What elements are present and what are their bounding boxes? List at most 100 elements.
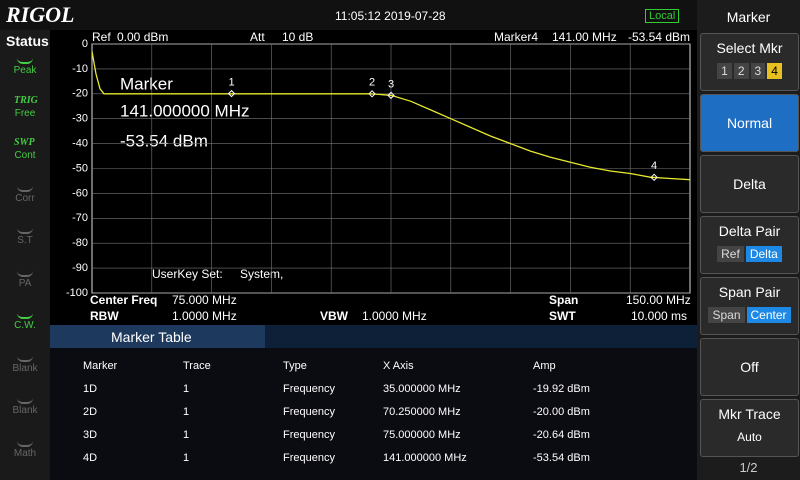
y-tick-label: -100 bbox=[66, 287, 88, 299]
status-item: S.T bbox=[17, 235, 33, 246]
mkr-trace-value: Auto bbox=[737, 430, 762, 444]
delta-pair-button[interactable]: Delta Pair Ref Delta bbox=[700, 216, 799, 274]
menu-title: Marker bbox=[726, 9, 771, 25]
marker-table bbox=[50, 325, 697, 480]
marker-freq: 141.00 MHz bbox=[552, 30, 617, 44]
page-indicator: 1/2 bbox=[739, 460, 758, 475]
delta-button[interactable]: Delta bbox=[700, 155, 799, 213]
marker-point bbox=[650, 173, 658, 182]
span-pair-button[interactable]: Span Pair Span Center bbox=[700, 277, 799, 335]
att-value: 10 dB bbox=[282, 30, 313, 44]
table-cell: 3D bbox=[83, 429, 98, 441]
status-icon bbox=[17, 54, 33, 64]
marker-point bbox=[227, 89, 236, 98]
table-cell: 35.000000 MHz bbox=[383, 383, 461, 395]
table-cell: 70.250000 MHz bbox=[383, 406, 461, 418]
marker-option[interactable]: 1 bbox=[717, 63, 732, 79]
delta-label: Delta bbox=[733, 176, 766, 192]
marker-option[interactable]: 3 bbox=[750, 63, 766, 79]
y-tick-label: -70 bbox=[72, 212, 88, 224]
marker-option[interactable]: 2 bbox=[733, 63, 749, 79]
table-title: Marker Table bbox=[111, 329, 192, 345]
annotation-freq: 141.000000 MHz bbox=[120, 101, 249, 120]
table-column-header: X Axis bbox=[383, 360, 414, 372]
status-panel bbox=[0, 30, 50, 480]
marker-number: 2 bbox=[369, 77, 375, 89]
rbw-label: RBW bbox=[90, 309, 119, 323]
vbw-value: 1.0000 MHz bbox=[362, 309, 427, 323]
local-status: Local bbox=[645, 9, 680, 23]
table-cell: 75.000000 MHz bbox=[383, 429, 461, 441]
pair-option: Center bbox=[746, 307, 791, 323]
ref-label: Ref bbox=[92, 30, 111, 44]
marker-number: 4 bbox=[651, 160, 657, 172]
table-cell: 1D bbox=[83, 383, 98, 395]
select-mkr-label: Select Mkr bbox=[716, 40, 783, 56]
table-cell: 1 bbox=[183, 452, 190, 464]
table-header-bar bbox=[50, 325, 697, 348]
trace bbox=[91, 51, 691, 181]
table-column-header: Type bbox=[283, 360, 307, 372]
swt-value: 10.000 ms bbox=[631, 309, 688, 323]
annotation-amp: -53.54 dBm bbox=[120, 131, 208, 150]
table-cell: Frequency bbox=[283, 429, 335, 441]
center-label: Center Freq bbox=[90, 293, 158, 307]
table-cell: -53.54 dBm bbox=[533, 452, 590, 464]
status-icon bbox=[17, 394, 33, 404]
table-cell: Frequency bbox=[283, 383, 335, 395]
table-cell: Frequency bbox=[283, 406, 335, 418]
att-label: Att bbox=[250, 30, 265, 44]
status-icon bbox=[17, 437, 33, 447]
off-button[interactable]: Off bbox=[700, 338, 799, 396]
status-icon bbox=[17, 224, 33, 234]
table-column-header: Marker bbox=[83, 360, 118, 372]
userkey-value: System, bbox=[240, 267, 283, 281]
status-item: Blank bbox=[12, 362, 38, 374]
status-icon bbox=[17, 309, 33, 319]
table-cell: 1 bbox=[183, 406, 190, 418]
status-item: C.W. bbox=[14, 320, 36, 331]
normal-button[interactable]: Normal bbox=[700, 94, 799, 152]
status-item: Corr bbox=[15, 192, 35, 204]
span-pair-label: Span Pair bbox=[718, 284, 781, 300]
mkr-trace-label: Mkr Trace bbox=[718, 406, 781, 422]
y-tick-label: -80 bbox=[72, 237, 88, 249]
pair-option: Span bbox=[708, 307, 745, 323]
annotation-title: Marker bbox=[120, 74, 173, 93]
table-cell: -19.92 dBm bbox=[533, 383, 590, 395]
marker-label: Marker4 bbox=[494, 30, 538, 44]
status-icon bbox=[17, 182, 33, 192]
table-column-header: Amp bbox=[533, 360, 556, 372]
marker-point bbox=[368, 90, 376, 98]
y-tick-label: -20 bbox=[72, 88, 88, 100]
center-value: 75.000 MHz bbox=[172, 293, 237, 307]
status-item: PA bbox=[18, 277, 32, 289]
status-item: Cont bbox=[14, 150, 36, 161]
brand: RIGOL bbox=[6, 2, 75, 27]
top-bar bbox=[0, 0, 697, 30]
table-cell: -20.64 dBm bbox=[533, 429, 590, 441]
select-mkr-button[interactable]: Select Mkr 1 2 3 4 bbox=[700, 33, 799, 91]
span-label: Span bbox=[549, 293, 579, 307]
y-tick-label: -50 bbox=[72, 162, 88, 174]
datetime: 11:05:12 2019-07-28 bbox=[335, 9, 446, 23]
span-value: 150.00 MHz bbox=[626, 293, 691, 307]
marker-option[interactable]: 4 bbox=[767, 63, 782, 79]
userkey-label: UserKey Set: bbox=[152, 267, 223, 281]
table-cell: 1 bbox=[183, 383, 190, 395]
rbw-value: 1.0000 MHz bbox=[172, 309, 237, 323]
mkr-trace-button[interactable]: Mkr Trace Auto bbox=[700, 399, 799, 457]
y-tick-label: -90 bbox=[72, 262, 88, 274]
status-title-2: SWP bbox=[14, 137, 35, 148]
status-title-1: TRIG bbox=[14, 94, 38, 106]
table-cell: 141.000000 MHz bbox=[383, 452, 467, 464]
status-icon bbox=[17, 267, 33, 277]
swt-label: SWT bbox=[549, 309, 576, 323]
status-title: Status bbox=[6, 33, 49, 49]
marker-number: 3 bbox=[388, 78, 394, 90]
status-icon bbox=[17, 352, 33, 362]
off-label: Off bbox=[740, 359, 759, 375]
ref-value: 0.00 dBm bbox=[117, 30, 168, 44]
